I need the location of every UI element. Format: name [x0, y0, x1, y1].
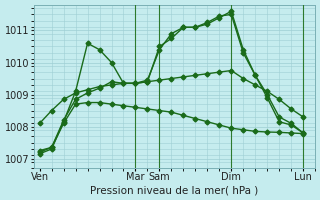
X-axis label: Pression niveau de la mer( hPa ): Pression niveau de la mer( hPa ) [90, 185, 259, 195]
